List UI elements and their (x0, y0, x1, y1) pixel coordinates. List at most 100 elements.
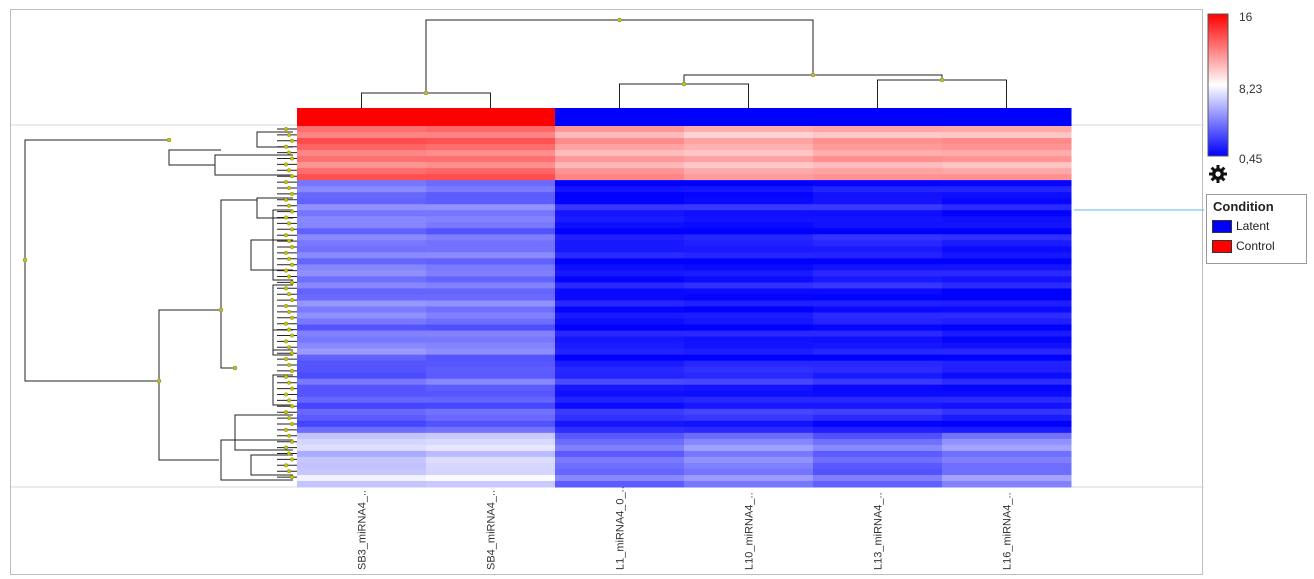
condition-legend-title: Condition (1213, 199, 1274, 214)
legend-item-latent[interactable]: Latent (1212, 219, 1307, 235)
dendrogram-node (423, 90, 429, 96)
heatmap-cell (297, 222, 427, 229)
heatmap-cell (555, 126, 685, 133)
heatmap-cell (297, 246, 427, 253)
heatmap-cell (942, 450, 1072, 458)
heatmap-cell (426, 444, 556, 452)
heatmap-cell (426, 312, 556, 320)
dendrogram-link (250, 239, 293, 271)
heatmap-cell (813, 444, 943, 452)
heatmap-cell (426, 456, 556, 464)
heatmap-cell (426, 276, 556, 283)
heatmap-cell (942, 276, 1072, 283)
heatmap-cell (426, 252, 556, 259)
heatmap-cell (942, 420, 1072, 428)
heatmap-cell (297, 240, 427, 247)
heatmap-cell (555, 360, 685, 368)
dendrogram-node (284, 463, 289, 468)
dendrogram-node (290, 457, 295, 462)
heatmap-cell (813, 336, 943, 344)
heatmap-cell (426, 324, 556, 332)
dendrogram-node (287, 398, 292, 403)
heatmap-cell (555, 162, 685, 169)
heatmap-cell (426, 264, 556, 271)
heatmap-cell (555, 210, 685, 217)
heatmap-cell (555, 354, 685, 362)
heatmap-cell (813, 210, 943, 217)
dendrogram-link (214, 154, 293, 176)
dendrogram-node (284, 410, 289, 415)
heatmap-cell (684, 456, 814, 464)
heatmap-cell (942, 462, 1072, 470)
heatmap-cell (684, 240, 814, 247)
heatmap-cell (555, 132, 685, 139)
heatmap-cell (297, 204, 427, 211)
heatmap-cell (426, 174, 556, 181)
heatmap-cell (942, 324, 1072, 332)
heatmap-cell (555, 390, 685, 398)
heatmap-cell (555, 426, 685, 434)
heatmap-cell (297, 198, 427, 205)
heatmap-cell (426, 168, 556, 175)
colorscale-min-label: 0,45 (1239, 152, 1263, 166)
heatmap-cell (684, 162, 814, 169)
heatmap-cell (297, 354, 427, 362)
heatmap-cell (297, 414, 427, 422)
dendrogram-node (287, 309, 292, 314)
heatmap-cell (297, 252, 427, 259)
heatmap-cell (684, 372, 814, 380)
heatmap-cell (813, 168, 943, 175)
heatmap-cell (813, 264, 943, 271)
gear-icon[interactable] (1208, 164, 1228, 184)
heatmap-cell (426, 360, 556, 368)
heatmap-cell (942, 408, 1072, 416)
colorscale-bar[interactable] (1206, 10, 1236, 160)
dendrogram-node (287, 345, 292, 350)
heatmap-cell (297, 132, 427, 139)
dendrogram-node (284, 304, 289, 309)
heatmap-cell (555, 252, 685, 259)
heatmap-cell (684, 174, 814, 181)
heatmap-cell (297, 330, 427, 338)
heatmap-cell (813, 456, 943, 464)
heatmap-cell (684, 420, 814, 428)
dendrogram-node (284, 427, 289, 432)
heatmap-cell (813, 180, 943, 187)
heatmap-cell (426, 474, 556, 482)
heatmap-cell (942, 372, 1072, 380)
heatmap-cell (813, 396, 943, 404)
heatmap-cell (555, 174, 685, 181)
heatmap-cell (813, 306, 943, 314)
heatmap-cell (297, 234, 427, 241)
heatmap-cell (426, 210, 556, 217)
heatmap-cell (813, 294, 943, 301)
heatmap-cell (813, 186, 943, 193)
heatmap-cell (684, 138, 814, 145)
heatmap-cell (684, 306, 814, 314)
heatmap-cell (813, 222, 943, 229)
heatmap-cell (813, 330, 943, 338)
dendrogram-node (284, 215, 289, 220)
condition-cell (942, 108, 1072, 126)
heatmap-cell (555, 222, 685, 229)
heatmap-cell (297, 276, 427, 283)
dendrogram-node (290, 227, 295, 232)
heatmap-cell (297, 474, 427, 482)
dendrogram-node (810, 72, 816, 78)
heatmap-cell (942, 186, 1072, 193)
dendrogram-node (284, 268, 289, 273)
heatmap-cell (297, 150, 427, 157)
dendrogram-node (218, 307, 224, 313)
heatmap-cell (942, 138, 1072, 145)
heatmap-cell (813, 288, 943, 295)
heatmap-cell (555, 342, 685, 350)
heatmap-cell (942, 348, 1072, 356)
heatmap-cell (555, 180, 685, 187)
heatmap-cell (426, 282, 556, 289)
heatmap-cell (555, 312, 685, 320)
dendrogram-node (290, 386, 295, 391)
legend-item-control[interactable]: Control (1212, 239, 1307, 255)
heatmap-cell (942, 270, 1072, 277)
heatmap-cell (942, 354, 1072, 362)
heatmap-cell (297, 480, 427, 488)
